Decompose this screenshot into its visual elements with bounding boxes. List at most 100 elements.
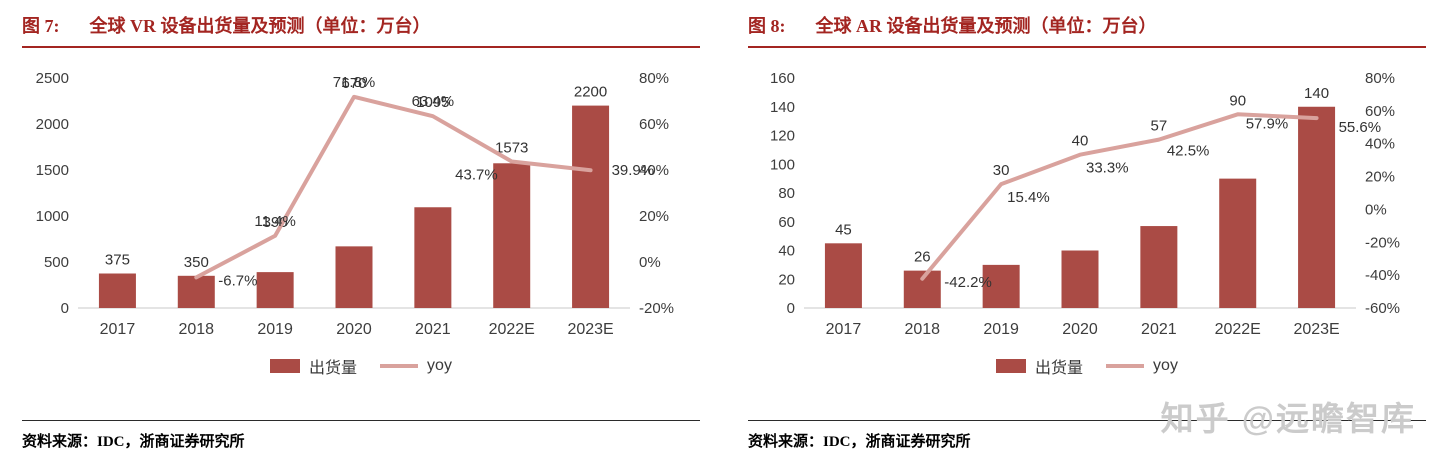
- right-axis-tick-label: 60%: [1365, 103, 1395, 120]
- ar-legend: 出货量 yoy: [748, 354, 1426, 378]
- bar: [98, 273, 136, 308]
- bar: [177, 275, 215, 308]
- yoy-point-label: 33.3%: [1086, 160, 1129, 177]
- right-axis-tick-label: 40%: [639, 162, 669, 179]
- right-axis-tick-label: 80%: [1365, 70, 1395, 87]
- x-axis-label: 2018: [904, 321, 940, 338]
- x-axis-label: 2020: [336, 321, 372, 338]
- right-axis-tick-label: -20%: [639, 300, 674, 317]
- right-axis-tick-label: 80%: [639, 70, 669, 87]
- vr-source-area: 资料来源：IDC，浙商证券研究所: [22, 420, 700, 451]
- left-axis-tick-label: 2500: [36, 70, 69, 87]
- x-axis-label: 2017: [826, 321, 862, 338]
- bar: [414, 207, 452, 308]
- yoy-point-label: 15.4%: [1007, 189, 1050, 206]
- ar-combo-chart: 0 20 40 60 80 100 120 140 160 -60% -40% -20% 0% 20% 40…: [770, 70, 1400, 338]
- bar-value-label: 140: [1304, 85, 1329, 102]
- legend-bar-label: 出货量: [1035, 360, 1084, 377]
- x-axis-label: 2021: [415, 321, 451, 338]
- left-axis-tick-label: 40: [778, 243, 795, 260]
- yoy-point-label: 63.4%: [412, 93, 455, 110]
- left-axis-tick-label: 140: [770, 99, 795, 116]
- source-divider: [748, 420, 1426, 421]
- ar-chart-panel: 图 8: 全球 AR 设备出货量及预测（单位：万台） 0 20 40 60 80 100 1…: [726, 0, 1452, 475]
- left-axis-tick-label: 60: [778, 214, 795, 231]
- bar-value-label: 1095: [416, 94, 449, 111]
- legend-bar-swatch: [270, 359, 301, 373]
- bar: [335, 246, 373, 308]
- vr-figure-title: 图 7: 全球 VR 设备出货量及预测（单位：万台）: [22, 12, 700, 38]
- bar: [1061, 250, 1099, 308]
- x-axis-label: 2023E: [1293, 321, 1339, 338]
- left-axis-tick-label: 20: [778, 271, 795, 288]
- bar: [1298, 106, 1336, 308]
- right-axis-tick-label: 20%: [1365, 169, 1395, 186]
- bar-value-label: 1573: [495, 139, 528, 156]
- x-axis-label: 2023E: [567, 321, 613, 338]
- left-axis-tick-label: 500: [44, 254, 69, 271]
- vr-chart-panel: 图 7: 全球 VR 设备出货量及预测（单位：万台） 0 500 1000 1500 2…: [22, 12, 700, 451]
- left-axis-tick-label: 120: [770, 128, 795, 145]
- figure-title-text: 全球 VR 设备出货量及预测（单位：万台）: [89, 16, 431, 36]
- yoy-point-label: 57.9%: [1246, 115, 1289, 132]
- x-axis-label: 2021: [1141, 321, 1177, 338]
- vr-legend: 出货量 yoy: [22, 354, 700, 378]
- legend-line-swatch: [380, 364, 419, 368]
- yoy-point-label: 39.9%: [612, 162, 655, 179]
- yoy-line: [920, 112, 1319, 281]
- legend-line-label: yoy: [1153, 357, 1178, 374]
- bar-value-label: 30: [993, 162, 1010, 179]
- right-axis-tick-label: -40%: [1365, 267, 1400, 284]
- source-text: 资料来源：IDC，浙商证券研究所: [748, 434, 971, 450]
- bar: [256, 272, 294, 308]
- left-axis-tick-label: 0: [787, 300, 795, 317]
- right-axis-tick-label: 20%: [639, 208, 669, 225]
- right-axis-tick-label: 0%: [639, 254, 661, 271]
- legend-bar-label: 出货量: [309, 360, 358, 377]
- ar-figure-title: 图 8: 全球 AR 设备出货量及预测（单位：万台）: [748, 12, 1426, 38]
- figure-title-text: 全球 AR 设备出货量及预测（单位：万台）: [815, 16, 1157, 36]
- right-axis-tick-label: 60%: [639, 116, 669, 133]
- ar-source-area: 资料来源：IDC，浙商证券研究所: [748, 420, 1426, 451]
- left-axis-tick-label: 1500: [36, 162, 69, 179]
- bar: [493, 163, 531, 308]
- bar-value-label: 350: [184, 254, 209, 271]
- left-axis-tick-label: 160: [770, 70, 795, 87]
- bar-value-label: 57: [1151, 118, 1168, 135]
- title-divider: [748, 46, 1426, 48]
- yoy-point-label: -6.7%: [218, 272, 257, 289]
- source-divider: [22, 420, 700, 421]
- left-axis-tick-label: 80: [778, 185, 795, 202]
- bar: [572, 105, 610, 308]
- x-axis-label: 2019: [983, 321, 1019, 338]
- left-axis-tick-label: 2000: [36, 116, 69, 133]
- right-axis-tick-label: -20%: [1365, 234, 1400, 251]
- x-axis-label: 2018: [178, 321, 214, 338]
- bar-value-label: 26: [914, 249, 931, 266]
- vr-combo-chart: 0 500 1000 1500 2000 2500 -20% 0% 20% 40% 60% 80% 20…: [36, 70, 674, 338]
- legend-bar-swatch: [996, 359, 1027, 373]
- bar-value-label: 90: [1229, 92, 1246, 109]
- bar-value-label: 40: [1072, 133, 1089, 150]
- bar: [1140, 226, 1178, 308]
- source-text: 资料来源：IDC，浙商证券研究所: [22, 434, 245, 450]
- right-axis-tick-label: 0%: [1365, 201, 1387, 218]
- figure-number-label: 图 7:: [22, 16, 60, 36]
- x-axis-label: 2022E: [1215, 321, 1261, 338]
- x-axis-label: 2022E: [489, 321, 535, 338]
- x-axis-label: 2020: [1062, 321, 1098, 338]
- watermark: 知乎 @远瞻智库: [1160, 400, 1416, 437]
- right-axis-tick-label: 40%: [1365, 136, 1395, 153]
- yoy-point-label: 71.8%: [333, 74, 376, 91]
- bar-value-label: 670: [341, 75, 366, 92]
- legend-line-swatch: [1106, 364, 1145, 368]
- bar-value-label: 45: [835, 221, 852, 238]
- right-axis-tick-label: -60%: [1365, 300, 1400, 317]
- yoy-point-label: 43.7%: [455, 166, 498, 183]
- yoy-point-label: -42.2%: [944, 274, 992, 291]
- legend-line-label: yoy: [427, 357, 452, 374]
- yoy-point-label: 42.5%: [1167, 143, 1210, 160]
- figure-number-label: 图 8:: [748, 16, 786, 36]
- yoy-point-label: 11.4%: [254, 213, 295, 230]
